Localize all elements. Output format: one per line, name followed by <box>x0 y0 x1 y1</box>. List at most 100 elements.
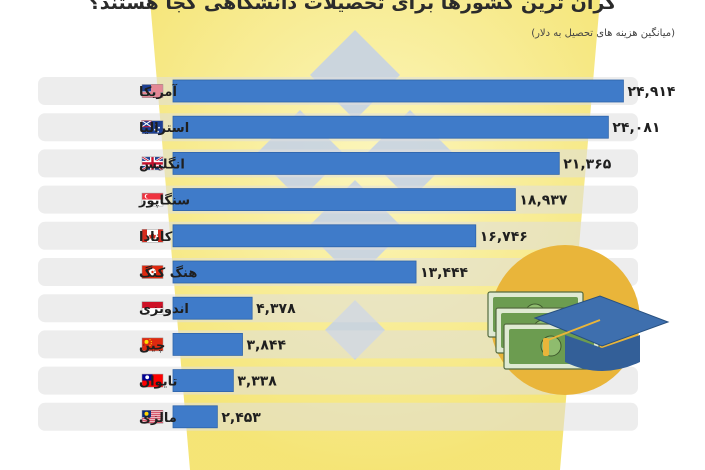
cap-tassel-cord <box>547 319 601 341</box>
flag-border <box>141 229 164 243</box>
flag-border <box>141 120 164 134</box>
country-label: کانادا <box>139 230 173 245</box>
country-label: تایوان <box>139 375 177 390</box>
bar-row: ۲۱,۳۶۵ انگلیس <box>38 149 638 178</box>
bar-row: ۲۴,۰۸۱ استرالیا <box>38 113 660 142</box>
flag-border <box>141 156 164 171</box>
flag-8-icon <box>141 373 164 388</box>
flag-left <box>142 229 147 243</box>
country-label: آمریکا <box>139 83 177 100</box>
flag-stripe <box>142 414 163 416</box>
flag-border <box>141 192 164 207</box>
flag-right <box>158 229 163 243</box>
flag-canton <box>142 84 151 92</box>
bar <box>172 224 477 248</box>
flag-bottom <box>142 308 163 315</box>
row-band <box>38 402 638 431</box>
cap-crown <box>565 335 640 371</box>
bar-row: ۳,۳۳۸ تایوان <box>38 366 638 395</box>
flag-2-icon <box>141 155 164 171</box>
flag-stripe <box>142 84 163 86</box>
value-label: ۲۱,۳۶۵ <box>563 156 611 172</box>
bar <box>172 79 624 103</box>
flag-stripe <box>142 86 163 88</box>
bar-row: ۱۶,۷۴۶ کانادا <box>38 221 638 250</box>
value-label: ۳,۳۳۸ <box>237 374 277 390</box>
country-label: استرالیا <box>139 121 189 136</box>
flag-3-icon <box>141 192 164 207</box>
flag-stripe <box>142 94 163 96</box>
chart-title: گران ترین کشورها برای تحصیلات دانشگاهی ک… <box>88 0 617 14</box>
flag-border <box>141 84 164 98</box>
flag-crescent-cut <box>145 194 151 199</box>
flag-star-small <box>149 344 151 346</box>
flag-border <box>141 301 164 315</box>
value-label: ۱۶,۷۴۶ <box>480 229 528 245</box>
cap-board <box>533 295 670 347</box>
flag-star <box>146 129 148 132</box>
flag-leaf <box>149 231 156 239</box>
country-label: هنگ کنگ <box>139 265 197 281</box>
value-label: ۱۳,۴۴۴ <box>420 265 468 281</box>
flag-star <box>155 123 157 126</box>
bar <box>172 151 560 175</box>
flag-star-small <box>150 343 152 345</box>
flag-star <box>154 128 156 131</box>
bar <box>172 369 234 393</box>
value-label: ۱۸,۹۳۷ <box>519 193 567 209</box>
flag-border <box>141 410 164 424</box>
bar-row: ۱۸,۹۳۷ سنگاپور <box>38 185 638 214</box>
flag-stripe <box>142 422 163 424</box>
flag-9-icon <box>141 410 164 424</box>
flag-stripe <box>142 92 163 94</box>
flag-star <box>157 130 159 133</box>
bar-row: ۱۳,۴۴۴ هنگ کنگ <box>38 258 638 286</box>
flag-flower-core <box>151 270 154 274</box>
flag-stripe <box>142 412 163 414</box>
chart-subtitle: (میانگین هزینه های تحصیل به دلار) <box>531 28 675 39</box>
flag-stripe <box>142 410 163 412</box>
flag-5-icon <box>141 265 164 279</box>
money-graduation-cap-icon <box>487 245 670 395</box>
bar <box>172 260 417 284</box>
country-label: چین <box>139 338 165 353</box>
flag-top <box>142 193 163 200</box>
flag-stripe <box>142 88 163 90</box>
flag-7-icon <box>141 337 164 352</box>
flag-4-icon <box>141 229 164 243</box>
flag-1-icon <box>141 120 164 134</box>
bar <box>172 296 253 320</box>
flag-sun <box>145 375 150 380</box>
flag-stripe <box>142 420 163 422</box>
bar-row: ۳,۸۴۴ چین <box>38 330 638 359</box>
country-label: سنگاپور <box>138 193 190 209</box>
flag-6-icon <box>141 301 164 315</box>
cap-tassel <box>543 338 549 356</box>
flag-border <box>141 265 164 279</box>
flag-border <box>141 337 164 352</box>
value-label: ۳,۸۴۴ <box>246 337 286 353</box>
bar <box>172 332 243 356</box>
flag-border <box>141 373 164 388</box>
flag-star-big <box>144 339 149 344</box>
flag-star <box>158 126 160 129</box>
flag-stripe <box>142 96 163 98</box>
country-label: مالزی <box>139 411 177 426</box>
value-label: ۴,۳۷۸ <box>256 301 296 317</box>
flag-crescent <box>144 411 149 416</box>
bar <box>172 115 609 139</box>
bar <box>172 405 218 429</box>
flag-cross <box>141 120 152 128</box>
flag-stripe <box>142 416 163 418</box>
flag-bottom <box>142 199 163 207</box>
flag-star-small <box>149 339 151 341</box>
value-label: ۲,۴۵۳ <box>221 410 261 426</box>
flag-0-icon <box>141 84 164 98</box>
flag-top <box>142 301 163 309</box>
value-label: ۲۴,۰۸۱ <box>612 120 660 136</box>
bar-row: ۲,۴۵۳ مالزی <box>38 402 638 431</box>
flag-cross-h-red <box>142 162 163 165</box>
bar-row: ۲۴,۹۱۴ آمریکا <box>38 77 676 105</box>
